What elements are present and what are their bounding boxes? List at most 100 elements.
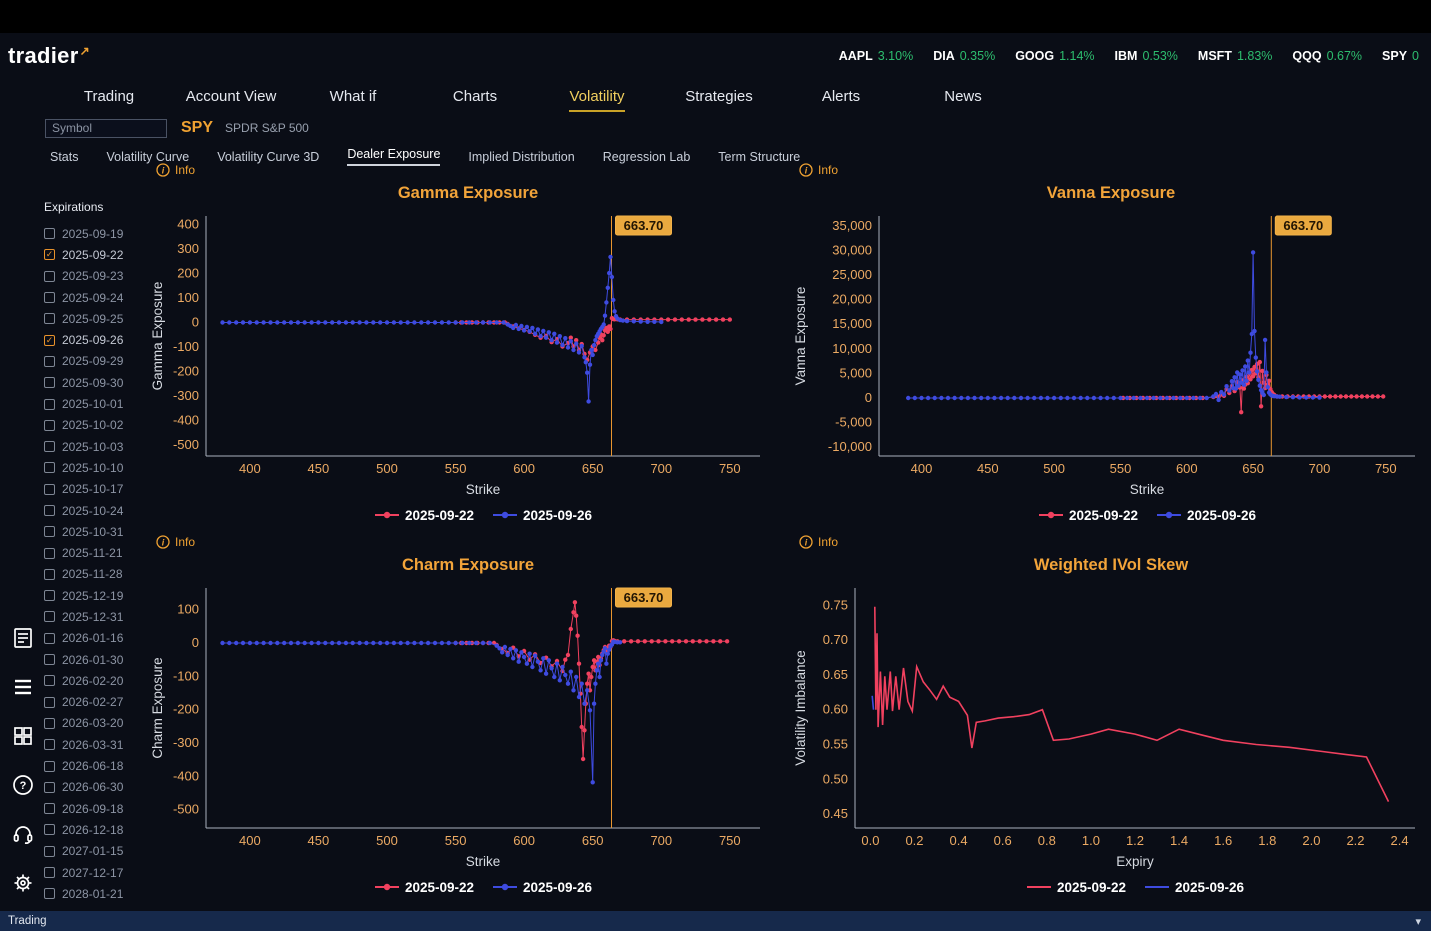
checkbox-icon[interactable] [44,632,55,644]
settings-gear-icon[interactable] [11,871,35,895]
nav-item-volatility[interactable]: Volatility [536,87,658,112]
expiration-checkbox-row[interactable]: 2028-01-21 [44,883,150,904]
expiration-checkbox-row[interactable]: 2025-12-19 [44,585,150,606]
weighted-ivol-skew-chart[interactable]: 0.0 0.2 0.4 0.6 0.8 1.0 1.2 1.4 1.6 1.8 2.0 2.2 2.4 0… [791,578,1425,854]
legend-item[interactable]: 2025-09-26 [492,880,592,895]
checkbox-icon[interactable] [44,696,55,708]
subnav-item-regression-lab[interactable]: Regression Lab [602,149,691,164]
expiration-checkbox-row[interactable]: 2025-12-31 [44,606,150,627]
expiration-checkbox-row[interactable]: 2025-10-10 [44,457,150,478]
checkbox-icon[interactable] [44,355,55,367]
nav-item-strategies[interactable]: Strategies [658,88,780,105]
checkbox-icon[interactable] [44,462,55,474]
expiration-checkbox-row[interactable]: 2025-11-28 [44,564,150,585]
apps-grid-icon[interactable] [11,724,35,748]
legend-item[interactable]: 2025-09-26 [1144,880,1244,895]
nav-item-what-if[interactable]: What if [292,88,414,105]
expiration-checkbox-row[interactable]: ✓ 2025-09-26 [44,329,150,350]
subnav-item-implied-distribution[interactable]: Implied Distribution [468,149,575,164]
expiration-checkbox-row[interactable]: 2025-10-17 [44,479,150,500]
checkbox-icon[interactable] [44,483,55,495]
checkbox-icon[interactable] [44,398,55,410]
checkbox-icon[interactable] [44,675,55,687]
expiration-checkbox-row[interactable]: 2025-10-03 [44,436,150,457]
legend-item[interactable]: 2025-09-22 [1026,880,1126,895]
checkbox-icon[interactable] [44,781,55,793]
checkbox-icon[interactable] [44,803,55,815]
checkbox-checked-icon[interactable]: ✓ [44,334,55,346]
checkbox-icon[interactable] [44,824,55,836]
subnav-item-volatility-curve-3d[interactable]: Volatility Curve 3D [217,149,320,164]
expiration-checkbox-row[interactable]: 2025-09-23 [44,266,150,287]
support-headset-icon[interactable] [11,822,35,846]
nav-item-alerts[interactable]: Alerts [780,88,902,105]
checkbox-checked-icon[interactable]: ✓ [44,249,55,261]
legend-item[interactable]: 2025-09-22 [374,880,474,895]
vanna-exposure-chart[interactable]: 400 450 500 550 600 650 700 750 35,000 30,000 25,0… [791,206,1425,482]
checkbox-icon[interactable] [44,888,55,900]
checkbox-icon[interactable] [44,505,55,516]
nav-item-account-view[interactable]: Account View [170,88,292,105]
nav-item-charts[interactable]: Charts [414,88,536,105]
expiration-checkbox-row[interactable]: 2026-02-20 [44,670,150,691]
expiration-checkbox-row[interactable]: ✓ 2025-09-22 [44,244,150,265]
list-menu-icon[interactable] [11,675,35,699]
expiration-checkbox-row[interactable]: 2026-06-18 [44,755,150,776]
legend-item[interactable]: 2025-09-22 [1038,508,1138,523]
nav-item-trading[interactable]: Trading [48,88,170,105]
expiration-checkbox-row[interactable]: 2026-09-18 [44,798,150,819]
charm-exposure-chart[interactable]: 400 450 500 550 600 650 700 750 100 0 -100 -200 -300… [148,578,770,854]
expiration-checkbox-row[interactable]: 2027-12-17 [44,862,150,883]
expiration-checkbox-row[interactable]: 2025-09-29 [44,351,150,372]
checkbox-icon[interactable] [44,739,55,751]
checkbox-icon[interactable] [44,228,55,240]
statusbar-caret-icon[interactable]: ▾ [1415,915,1421,928]
expiration-checkbox-row[interactable]: 2025-09-24 [44,287,150,308]
checkbox-icon[interactable] [44,611,55,623]
info-button[interactable]: i Info [791,532,851,552]
expiration-checkbox-row[interactable]: 2025-09-30 [44,372,150,393]
expiration-checkbox-row[interactable]: 2025-10-31 [44,521,150,542]
subnav-item-term-structure[interactable]: Term Structure [718,149,801,164]
expiration-checkbox-row[interactable]: 2025-09-25 [44,308,150,329]
checkbox-icon[interactable] [44,717,55,729]
expiration-checkbox-row[interactable]: 2026-02-27 [44,692,150,713]
checkbox-icon[interactable] [44,590,55,602]
expiration-checkbox-row[interactable]: 2025-10-02 [44,415,150,436]
expiration-checkbox-row[interactable]: 2025-09-19 [44,223,150,244]
expiration-checkbox-row[interactable]: 2026-01-30 [44,649,150,670]
legend-item[interactable]: 2025-09-26 [1156,508,1256,523]
checkbox-icon[interactable] [44,867,55,879]
checkbox-icon[interactable] [44,654,55,666]
checkbox-icon[interactable] [44,547,55,559]
help-icon[interactable]: ? [11,773,35,797]
expiration-checkbox-row[interactable]: 2026-03-20 [44,713,150,734]
gamma-exposure-chart[interactable]: 400 450 500 550 600 650 700 750 400 300 200 100 0 -10… [148,206,770,482]
checkbox-icon[interactable] [44,419,55,431]
legend-item[interactable]: 2025-09-26 [492,508,592,523]
expiration-checkbox-row[interactable]: 2025-10-01 [44,393,150,414]
checkbox-icon[interactable] [44,760,55,772]
expiration-checkbox-row[interactable]: 2026-06-30 [44,777,150,798]
info-button[interactable]: i Info [148,160,208,180]
checkbox-icon[interactable] [44,270,55,282]
checkbox-icon[interactable] [44,568,55,580]
expiration-checkbox-row[interactable]: 2025-10-24 [44,500,150,521]
info-button[interactable]: i Info [791,160,851,180]
expiration-checkbox-row[interactable]: 2027-01-15 [44,841,150,862]
expiration-checkbox-row[interactable]: 2025-11-21 [44,542,150,563]
checkbox-icon[interactable] [44,292,55,304]
subnav-item-stats[interactable]: Stats [50,149,79,164]
expiration-checkbox-row[interactable]: 2026-03-31 [44,734,150,755]
subnav-item-volatility-curve[interactable]: Volatility Curve [106,149,190,164]
checkbox-icon[interactable] [44,845,55,857]
subnav-item-dealer-exposure[interactable]: Dealer Exposure [347,147,441,166]
news-icon[interactable] [11,626,35,650]
checkbox-icon[interactable] [44,526,55,538]
checkbox-icon[interactable] [44,313,55,325]
expiration-checkbox-row[interactable]: 2026-01-16 [44,628,150,649]
symbol-input[interactable] [45,118,167,138]
info-button[interactable]: i Info [148,532,208,552]
checkbox-icon[interactable] [44,441,55,453]
legend-item[interactable]: 2025-09-22 [374,508,474,523]
